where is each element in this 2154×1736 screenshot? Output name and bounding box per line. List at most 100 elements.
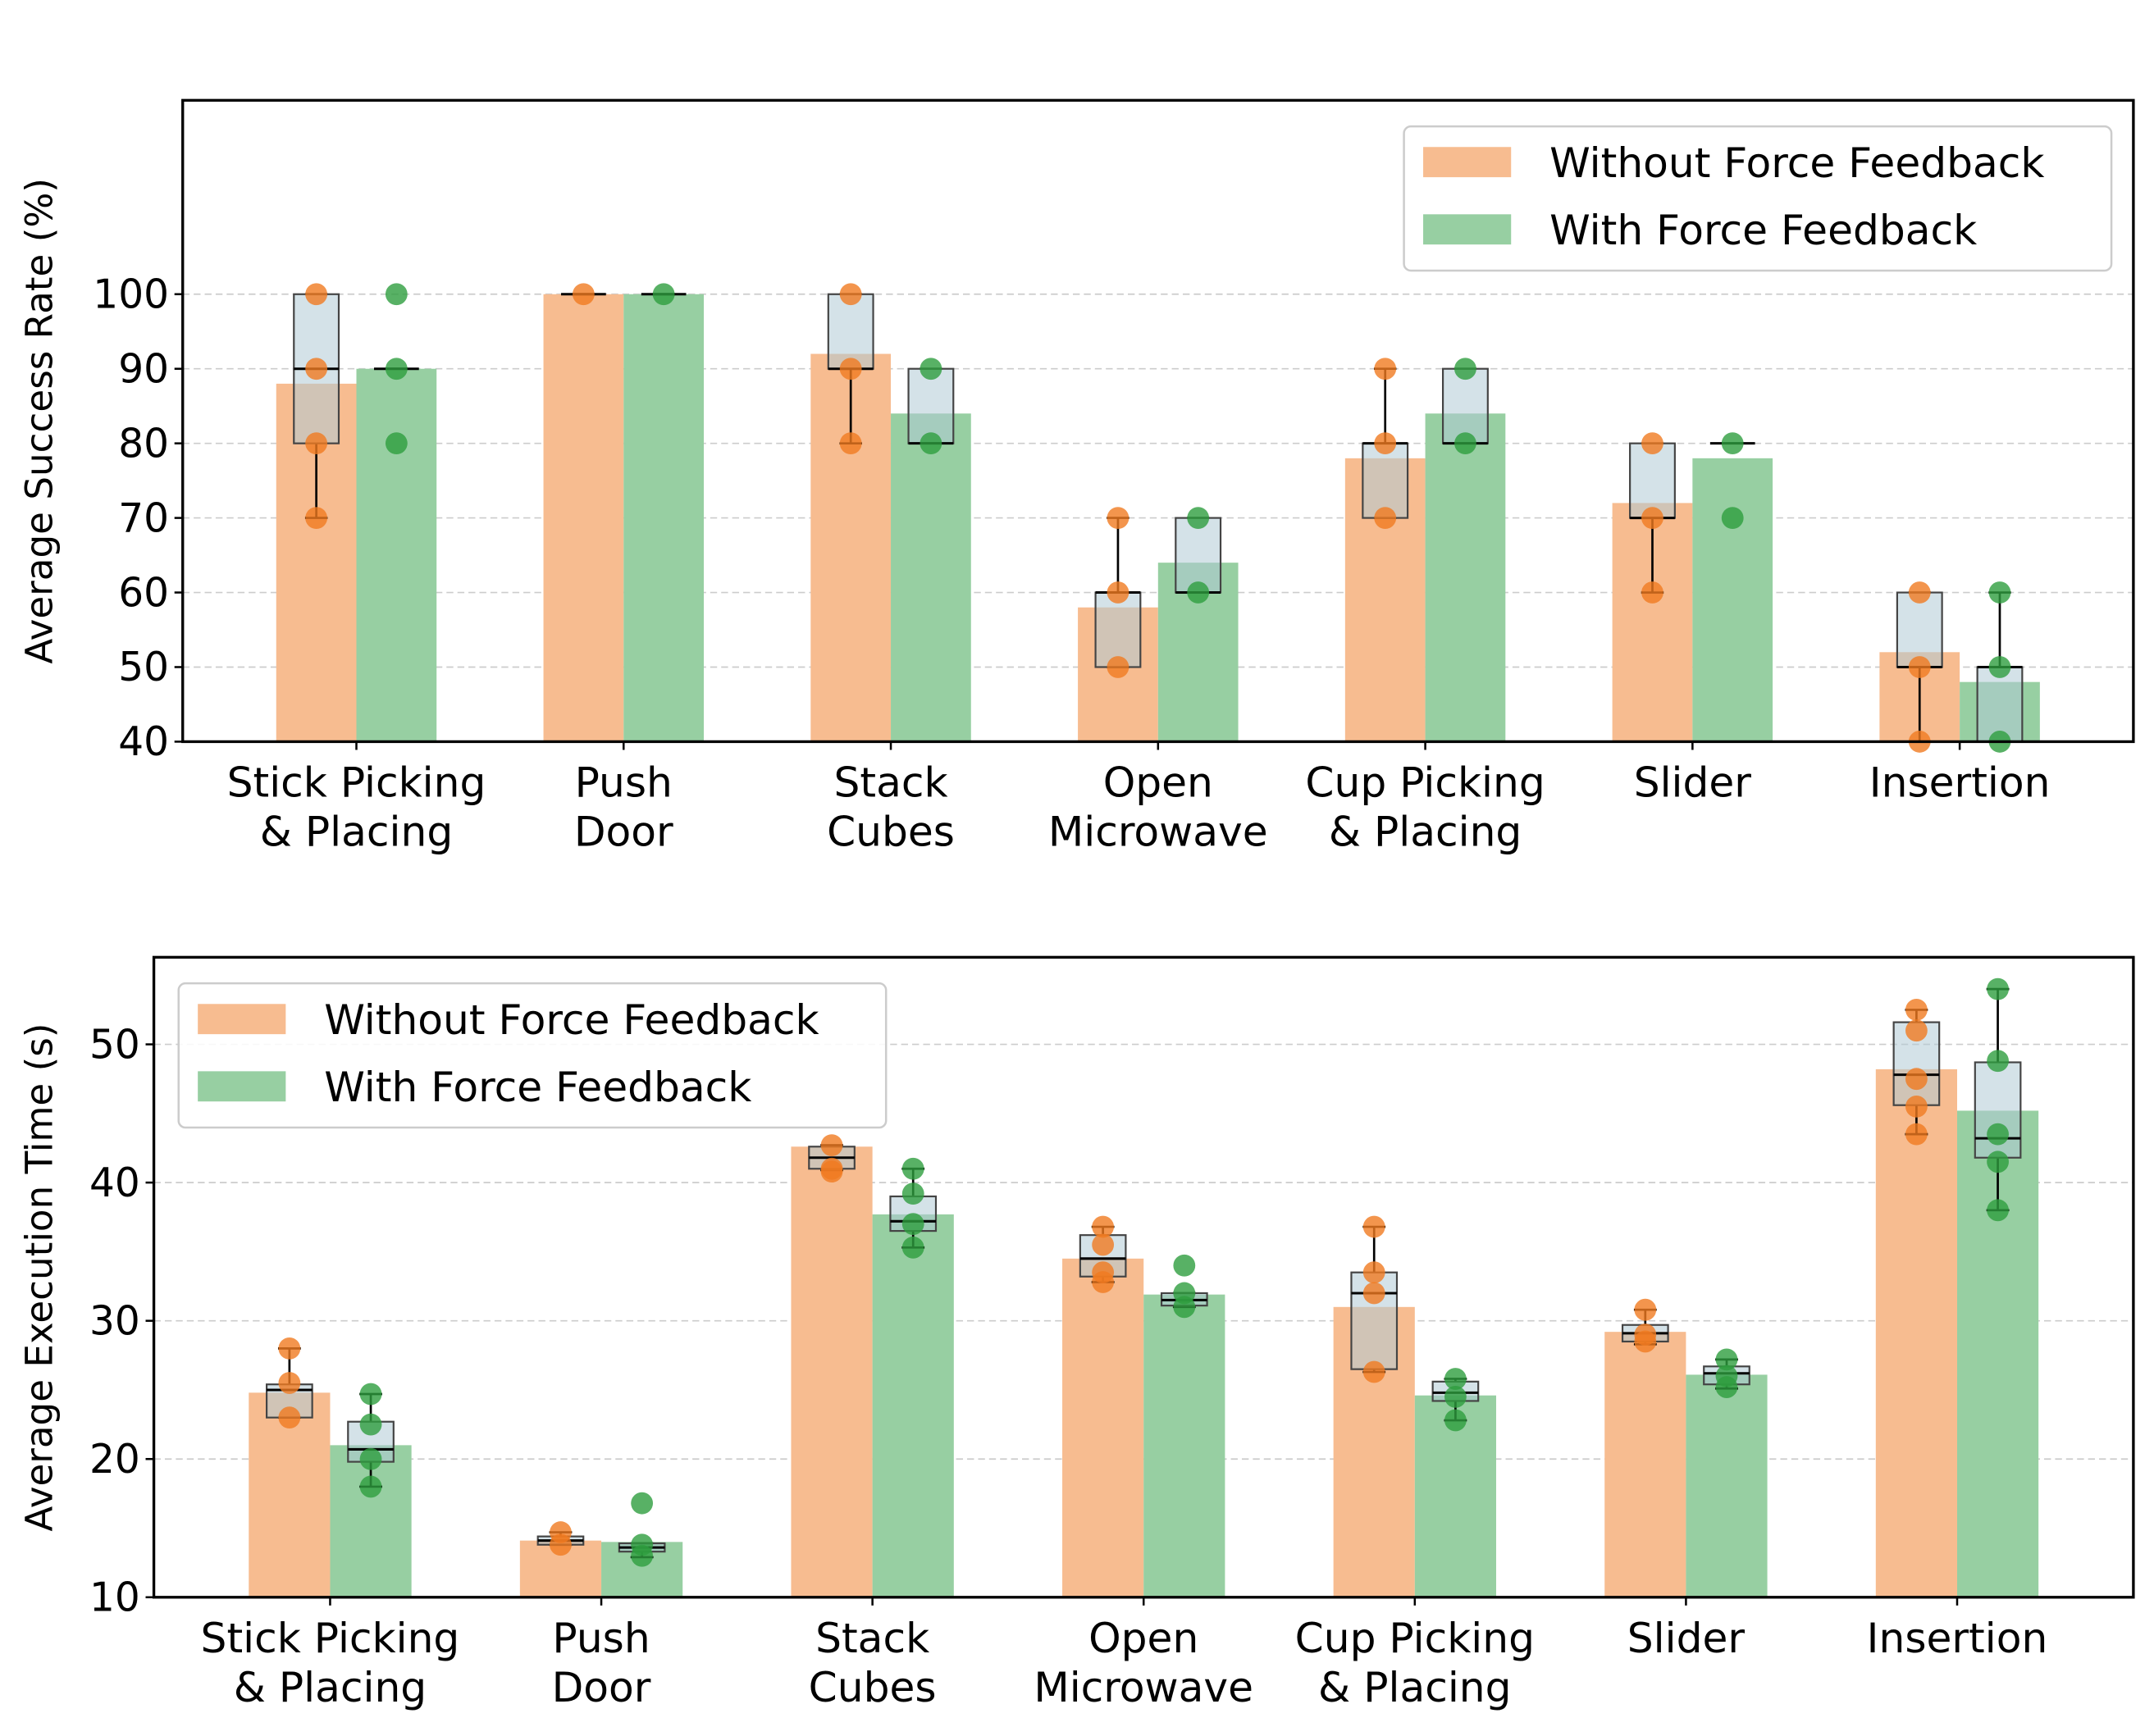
box — [1976, 666, 2024, 743]
data-point — [1721, 507, 1744, 529]
data-point — [839, 358, 862, 380]
x-tick-label: Push Door — [552, 1614, 651, 1711]
data-point — [1908, 581, 1931, 604]
y-tick-label: 80 — [118, 421, 169, 467]
data-point — [1107, 507, 1129, 529]
bar — [1692, 458, 1773, 742]
data-point — [1988, 581, 2011, 604]
x-tick-label: Push Door — [574, 758, 673, 855]
data-point — [550, 1533, 572, 1556]
box — [907, 367, 955, 444]
data-point — [1374, 507, 1397, 529]
bar — [791, 1146, 873, 1597]
data-point — [901, 1182, 924, 1205]
bar — [623, 294, 704, 742]
data-point — [1988, 656, 2011, 678]
data-point — [1173, 1254, 1196, 1277]
data-point — [305, 358, 328, 380]
data-point — [359, 1475, 382, 1498]
legend-label: Without Force Feedback — [1549, 139, 2044, 187]
data-point — [1634, 1330, 1657, 1353]
data-point — [1905, 999, 1928, 1021]
data-point — [1092, 1271, 1115, 1293]
box — [1094, 591, 1142, 668]
y-tick-label: 90 — [118, 346, 169, 392]
box — [827, 293, 874, 370]
legend-swatch — [198, 1071, 286, 1102]
data-point — [1092, 1233, 1115, 1256]
legend-label: With Force Feedback — [324, 1063, 751, 1111]
data-point — [1641, 581, 1663, 604]
data-point — [278, 1406, 301, 1429]
data-point — [1454, 358, 1476, 380]
data-point — [631, 1492, 654, 1515]
y-axis-label: Average Execution Time (s) — [18, 1023, 62, 1532]
data-point — [1987, 1050, 2009, 1073]
data-point — [652, 283, 675, 306]
data-point — [920, 432, 942, 455]
data-point — [1107, 581, 1129, 604]
data-point — [839, 283, 862, 306]
data-point — [359, 1447, 382, 1470]
data-point — [305, 507, 328, 529]
data-point — [820, 1160, 843, 1183]
data-point — [1634, 1298, 1657, 1321]
data-point — [1173, 1296, 1196, 1319]
bar — [872, 1214, 954, 1597]
data-point — [573, 283, 595, 306]
box — [1441, 367, 1489, 444]
data-point — [1362, 1282, 1385, 1305]
data-point — [1362, 1261, 1385, 1284]
bar — [1875, 1068, 1957, 1597]
data-point — [901, 1213, 924, 1236]
x-tick-label: Slider — [1634, 758, 1752, 806]
bar — [543, 294, 624, 742]
data-point — [1987, 1150, 2009, 1173]
data-point — [920, 358, 942, 380]
data-point — [1641, 432, 1663, 455]
y-tick-label: 70 — [118, 495, 169, 541]
data-point — [839, 432, 862, 455]
bar — [356, 368, 437, 742]
y-tick-label: 100 — [93, 272, 169, 318]
data-point — [1107, 656, 1129, 678]
data-point — [1187, 507, 1210, 529]
data-point — [278, 1372, 301, 1394]
data-point — [385, 283, 408, 306]
x-tick-label: Open Microwave — [1048, 758, 1268, 855]
data-point — [1444, 1368, 1467, 1390]
legend-swatch — [198, 1004, 286, 1035]
bar — [1062, 1258, 1144, 1597]
x-tick-label: Open Microwave — [1034, 1614, 1253, 1711]
data-point — [820, 1134, 843, 1156]
data-point — [1454, 432, 1476, 455]
legend-label: With Force Feedback — [1549, 206, 1977, 254]
x-tick-label: Cup Picking & Placing — [1295, 1614, 1535, 1711]
x-tick-label: Insertion — [1867, 1614, 2048, 1662]
x-tick-label: Stack Cubes — [809, 1614, 937, 1711]
x-tick-label: Insertion — [1869, 758, 2051, 806]
data-point — [1715, 1376, 1738, 1398]
data-point — [1374, 358, 1397, 380]
x-tick-label: Stack Cubes — [827, 758, 955, 855]
y-tick-label: 20 — [89, 1437, 140, 1483]
legend-box — [177, 982, 888, 1129]
legend-box — [1403, 125, 2113, 272]
data-point — [1362, 1360, 1385, 1383]
data-point — [385, 358, 408, 380]
data-point — [359, 1383, 382, 1406]
data-point — [901, 1157, 924, 1180]
data-point — [305, 432, 328, 455]
y-tick-label: 40 — [118, 719, 169, 765]
box — [1896, 591, 1943, 668]
data-point — [1092, 1215, 1115, 1238]
data-point — [278, 1337, 301, 1360]
data-point — [1905, 1123, 1928, 1146]
data-point — [1444, 1409, 1467, 1432]
y-tick-label: 50 — [118, 645, 169, 690]
data-point — [1987, 1123, 2009, 1146]
data-point — [1715, 1348, 1738, 1371]
data-point — [1905, 1019, 1928, 1042]
data-point — [1362, 1215, 1385, 1238]
